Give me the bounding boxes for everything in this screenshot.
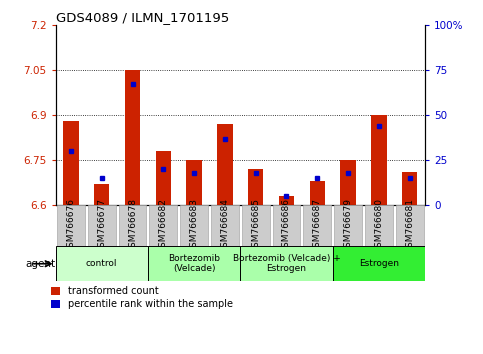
Text: GSM766686: GSM766686	[282, 198, 291, 253]
Bar	[365, 205, 393, 246]
Text: GSM766683: GSM766683	[190, 198, 199, 253]
Bar	[371, 115, 386, 205]
Bar	[148, 246, 241, 281]
Text: GSM766687: GSM766687	[313, 198, 322, 253]
Bar	[396, 205, 424, 246]
Bar	[180, 205, 208, 246]
Text: GDS4089 / ILMN_1701195: GDS4089 / ILMN_1701195	[56, 11, 229, 24]
Text: GSM766681: GSM766681	[405, 198, 414, 253]
Text: GSM766678: GSM766678	[128, 198, 137, 253]
Bar	[242, 205, 270, 246]
Text: GSM766679: GSM766679	[343, 198, 353, 253]
Legend: transformed count, percentile rank within the sample: transformed count, percentile rank withi…	[51, 286, 233, 309]
Text: GSM766677: GSM766677	[97, 198, 106, 253]
Bar	[310, 181, 325, 205]
Bar	[119, 205, 146, 246]
Text: Bortezomib
(Velcade): Bortezomib (Velcade)	[168, 254, 220, 273]
Bar	[149, 205, 177, 246]
Bar	[341, 160, 356, 205]
Bar	[248, 169, 263, 205]
Bar	[57, 205, 85, 246]
Text: agent: agent	[26, 259, 56, 269]
Text: GSM766680: GSM766680	[374, 198, 384, 253]
Bar	[94, 184, 110, 205]
Bar	[186, 160, 202, 205]
Bar	[333, 246, 425, 281]
Text: GSM766685: GSM766685	[251, 198, 260, 253]
Bar	[63, 121, 79, 205]
Bar	[156, 151, 171, 205]
Bar	[240, 246, 333, 281]
Text: GSM766676: GSM766676	[67, 198, 75, 253]
Text: Bortezomib (Velcade) +
Estrogen: Bortezomib (Velcade) + Estrogen	[233, 254, 341, 273]
Text: Estrogen: Estrogen	[359, 259, 399, 268]
Text: control: control	[86, 259, 117, 268]
Text: GSM766682: GSM766682	[159, 198, 168, 253]
Bar	[402, 172, 417, 205]
Bar	[56, 246, 148, 281]
Text: GSM766684: GSM766684	[220, 198, 229, 253]
Bar	[303, 205, 331, 246]
Bar	[88, 205, 115, 246]
Bar	[279, 196, 294, 205]
Bar	[272, 205, 300, 246]
Bar	[334, 205, 362, 246]
Bar	[211, 205, 239, 246]
Bar	[125, 70, 140, 205]
Bar	[217, 124, 233, 205]
